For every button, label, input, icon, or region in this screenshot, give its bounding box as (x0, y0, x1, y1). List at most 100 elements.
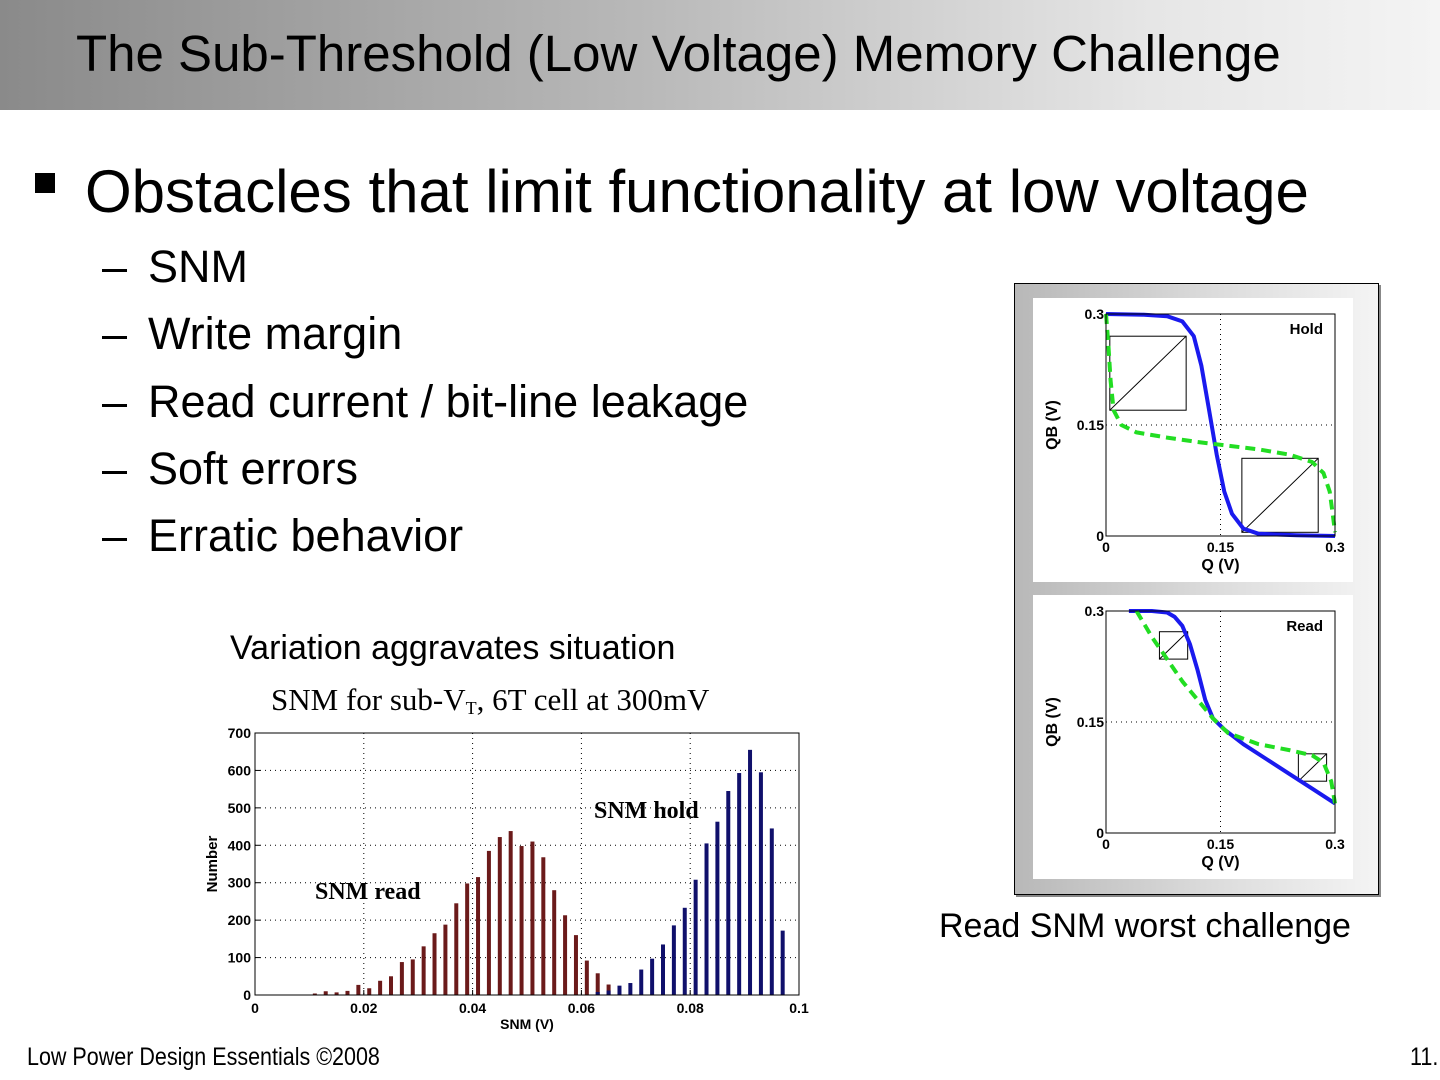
snm-square (1109, 335, 1187, 411)
bullet-square-icon (35, 173, 55, 193)
histogram-bar (704, 843, 709, 995)
histogram-bar (595, 992, 600, 995)
hold-butterfly-plot: 0 0.15 0.3 0 0.15 0.3 Q (V) QB (V) Hold (1033, 298, 1353, 582)
y-axis-label: QB (V) (1044, 400, 1061, 450)
histogram-bar (737, 773, 742, 995)
histogram-bar (628, 983, 633, 995)
dash-icon: – (102, 308, 128, 359)
histogram-bar (465, 883, 470, 995)
dash-icon: – (102, 510, 128, 561)
histogram-bar (497, 837, 502, 995)
sub-bullet: – Soft errors (102, 441, 358, 497)
histogram-bar (715, 821, 720, 995)
y-tick-label: 600 (228, 762, 252, 778)
vtc-curve-dashed (1104, 313, 1337, 533)
snm-square (1241, 457, 1319, 533)
vtc-curve-solid (1128, 609, 1337, 806)
plot-border (1105, 610, 1336, 834)
histogram-bar (595, 973, 600, 995)
x-tick-label: 0.06 (568, 1000, 595, 1016)
sub-bullet: – Write margin (102, 306, 402, 362)
histogram-bar (758, 772, 763, 995)
sub-bullet: – Erratic behavior (102, 508, 463, 564)
histogram-bar (356, 984, 361, 995)
x-tick-label: 0.15 (1207, 836, 1234, 852)
y-axis-label: QB (V) (1044, 697, 1061, 747)
histogram-bar (693, 879, 698, 995)
histogram-bar (519, 846, 524, 995)
histogram-bar (432, 933, 437, 995)
sub-bullet-text: Erratic behavior (148, 510, 464, 561)
histogram-bar (476, 877, 481, 995)
x-tick-label: 0.15 (1207, 539, 1234, 555)
snm-square-diagonal (1298, 753, 1327, 782)
histogram-bar (334, 992, 339, 995)
histogram-bar (410, 959, 415, 995)
histogram-bar (769, 828, 774, 995)
y-tick-label: 500 (228, 800, 252, 816)
histogram-bar (617, 985, 622, 995)
sub-bullet: – SNM (102, 239, 248, 295)
x-tick-label: 0 (251, 1000, 259, 1016)
y-axis-label: Number (204, 836, 221, 893)
y-tick-label: 400 (228, 837, 252, 853)
y-tick-label: 700 (228, 725, 252, 741)
plot-panel-label: Hold (1290, 321, 1323, 338)
dash-icon: – (102, 241, 128, 292)
y-tick-label: 300 (228, 875, 252, 891)
footer-copyright: Low Power Design Essentials ©2008 (27, 1043, 380, 1071)
snm-histogram: 0 0.02 0.04 0.06 0.08 0.1 0 100 200 300 400 500 600 7… (204, 725, 809, 1032)
plot-border (254, 732, 800, 996)
histogram-bar (541, 857, 546, 995)
x-tick-label: 0 (1102, 836, 1110, 852)
variation-caption: Variation aggravates situation (230, 629, 676, 667)
histogram-bar (726, 791, 731, 995)
histogram-bar (530, 841, 535, 995)
read-butterfly-plot: 0 0.15 0.3 0 0.15 0.3 Q (V) QB (V) Read (1033, 595, 1353, 879)
histogram-bar (748, 749, 753, 995)
y-tick-label: 0 (1096, 825, 1104, 841)
y-tick-label: 0.3 (1085, 603, 1105, 619)
plot-panel-label: Read (1286, 618, 1323, 635)
histogram-bar (399, 962, 404, 995)
x-axis-label: Q (V) (1201, 854, 1239, 871)
histogram-bar (606, 984, 611, 995)
y-tick-label: 0.15 (1077, 714, 1104, 730)
histogram-bar (345, 990, 350, 995)
x-axis-label: SNM (V) (500, 1016, 554, 1032)
histogram-bar (573, 935, 578, 995)
histogram-bar (389, 976, 393, 995)
sub-bullet-text: Read current / bit-line leakage (148, 376, 749, 427)
footer-page-number: 11. (1410, 1043, 1439, 1071)
histogram-bar (639, 969, 644, 995)
histogram-bar (486, 850, 491, 995)
histogram-bar (780, 930, 785, 995)
x-axis-label: Q (V) (1201, 557, 1239, 574)
y-tick-label: 0.3 (1085, 306, 1105, 322)
histogram-bar (323, 991, 328, 995)
histogram-bar (312, 993, 317, 995)
histogram-title: SNM for sub-VT, 6T cell at 300mV (271, 682, 710, 718)
x-tick-label: 0.3 (1325, 539, 1345, 555)
histogram-bar (563, 915, 568, 995)
plot-border (1105, 313, 1336, 537)
histogram-bar (584, 960, 589, 995)
y-tick-label: 100 (228, 950, 252, 966)
histogram-bar (650, 958, 655, 995)
x-tick-label: 0.02 (350, 1000, 377, 1016)
snm-square-diagonal (1109, 335, 1187, 411)
x-tick-label: 0.1 (789, 1000, 809, 1016)
title-bar (0, 0, 1440, 110)
histogram-bar (443, 924, 448, 995)
histogram-bar (367, 988, 372, 995)
histogram-bar (552, 890, 557, 995)
sub-bullet: – Read current / bit-line leakage (102, 374, 748, 430)
histogram-bar (606, 990, 611, 995)
histogram-bar (378, 980, 383, 995)
slide-title: The Sub-Threshold (Low Voltage) Memory C… (76, 25, 1281, 82)
vtc-curve-solid (1105, 312, 1336, 538)
series-label-snm-hold: SNM hold (594, 798, 699, 824)
dash-icon: – (102, 443, 128, 494)
sub-bullet-text: SNM (148, 241, 248, 292)
sub-bullet-text: Write margin (148, 308, 403, 359)
